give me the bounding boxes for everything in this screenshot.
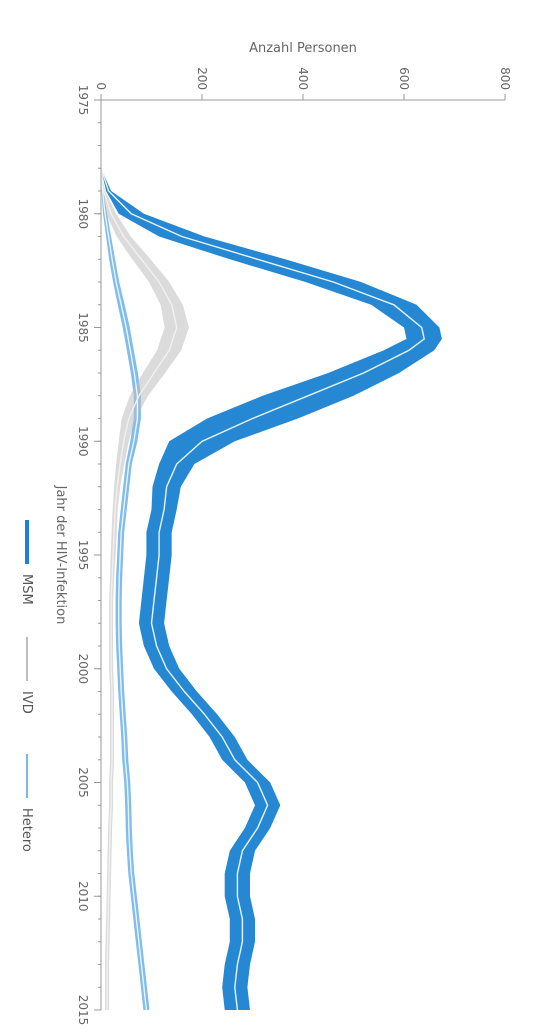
y-tick-label: 600 xyxy=(397,67,411,90)
y-tick-label: 400 xyxy=(296,67,310,90)
series-line-msm xyxy=(100,168,425,1011)
x-tick-label: 1990 xyxy=(76,426,90,457)
y-tick-label: 200 xyxy=(195,67,209,90)
series-band-hetero xyxy=(101,168,150,1010)
legend-label-msm: MSM xyxy=(19,574,34,605)
x-tick-label: 2005 xyxy=(76,767,90,798)
series-bands xyxy=(101,168,442,1010)
x-tick-label: 1995 xyxy=(76,540,90,571)
axes: 1975 1980 1985 1990 1995 2000 2005 2010 2015 0 20… xyxy=(53,41,512,1025)
series-lines xyxy=(100,168,425,1011)
x-ticks: 1975 1980 1985 1990 1995 2000 2005 2010 2015 xyxy=(76,85,101,1026)
legend-label-hetero: Hetero xyxy=(19,808,34,852)
y-tick-label: 0 xyxy=(94,82,108,90)
x-tick-label: 1980 xyxy=(76,198,90,229)
x-tick-label: 2010 xyxy=(76,881,90,912)
series-line-ivd xyxy=(100,168,178,1010)
y-ticks: 0 200 400 600 800 xyxy=(94,67,512,100)
rotated-plot: 1975 1980 1985 1990 1995 2000 2005 2010 2015 0 20… xyxy=(19,41,512,1025)
y-tick-label: 800 xyxy=(498,67,512,90)
x-axis-title: Jahr der HIV-Infektion xyxy=(53,485,68,625)
x-tick-label: 1985 xyxy=(76,312,90,343)
series-line-hetero xyxy=(100,168,148,1011)
y-axis-title: Anzahl Personen xyxy=(249,41,357,56)
x-tick-label: 1975 xyxy=(76,85,90,116)
series-band-msm xyxy=(101,168,442,1010)
legend-label-ivd: IVD xyxy=(19,691,34,714)
legend: MSM IVD Hetero xyxy=(19,520,34,852)
x-tick-label: 2000 xyxy=(76,653,90,684)
series-band-ivd xyxy=(101,168,189,1010)
x-tick-label: 2015 xyxy=(76,995,90,1026)
